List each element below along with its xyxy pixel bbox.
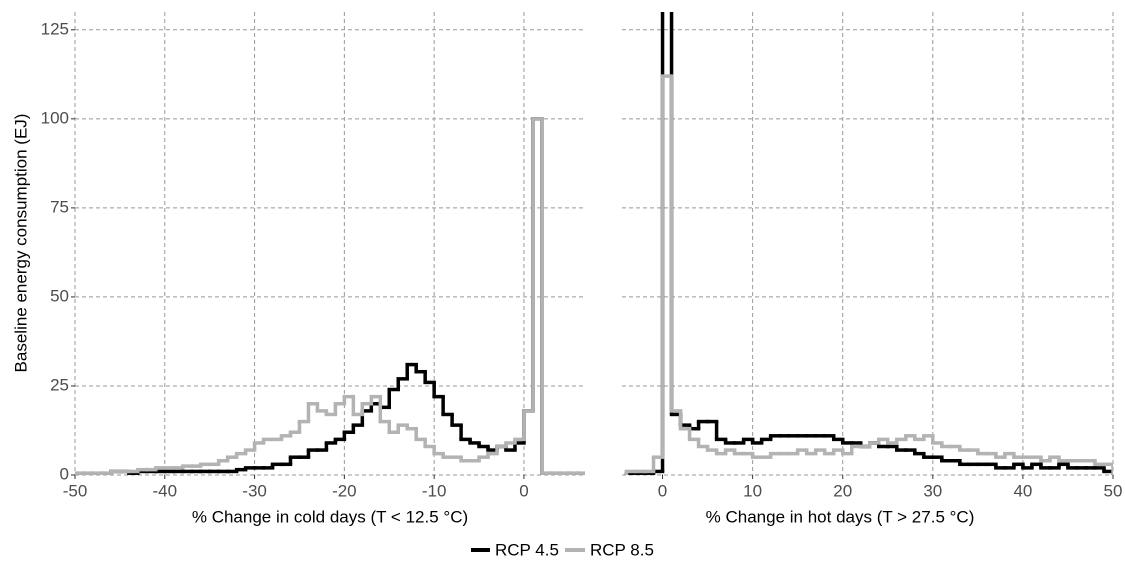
legend-label: RCP 4.5	[495, 540, 559, 559]
legend-label: RCP 8.5	[590, 540, 654, 559]
y-tick-label: 125	[41, 19, 69, 38]
x-tick-label: 50	[1104, 481, 1123, 500]
x-tick-label: 20	[833, 481, 852, 500]
plot-area	[624, 12, 1113, 475]
y-tick-label: 0	[60, 464, 69, 483]
y-axis-label: Baseline energy consumption (EJ)	[11, 114, 30, 373]
x-axis-label: % Change in hot days (T > 27.5 °C)	[706, 507, 975, 526]
x-tick-label: 0	[519, 481, 528, 500]
x-tick-label: -50	[63, 481, 88, 500]
x-tick-label: -10	[422, 481, 447, 500]
x-tick-label: 0	[658, 481, 667, 500]
y-tick-label: 100	[41, 108, 69, 127]
x-tick-label: -20	[332, 481, 357, 500]
y-tick-label: 25	[50, 375, 69, 394]
y-tick-label: 75	[50, 197, 69, 216]
x-tick-label: 40	[1013, 481, 1032, 500]
plot-area	[75, 117, 585, 475]
x-axis-label: % Change in cold days (T < 12.5 °C)	[192, 507, 468, 526]
x-tick-label: 30	[923, 481, 942, 500]
x-tick-label: -30	[242, 481, 267, 500]
plot-background	[622, 12, 1113, 475]
x-tick-label: -40	[152, 481, 177, 500]
y-tick-label: 50	[50, 286, 69, 305]
x-tick-label: 10	[743, 481, 762, 500]
plot-background	[75, 12, 585, 475]
